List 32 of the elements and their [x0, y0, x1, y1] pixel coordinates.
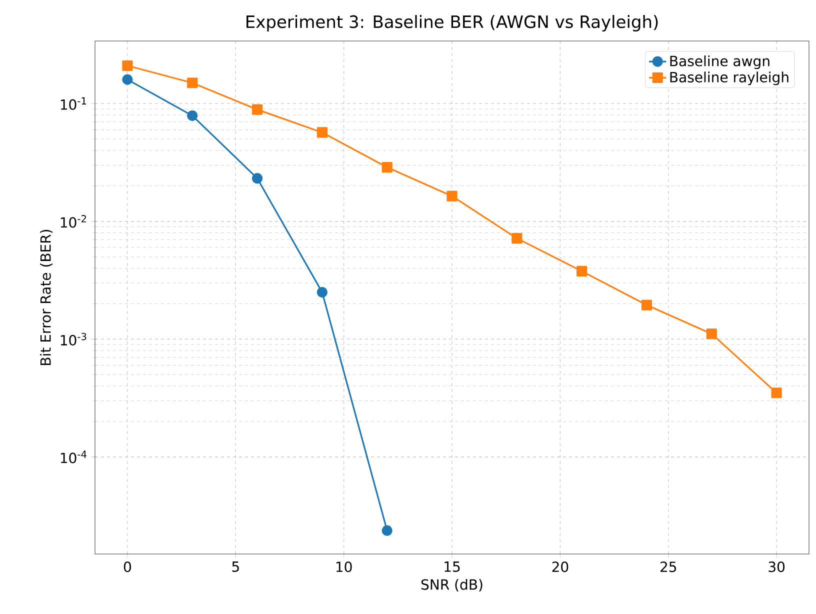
point [316, 287, 328, 298]
point [382, 162, 392, 173]
x-tick-label: 0 [124, 562, 131, 572]
x-tick-label: 10 [336, 562, 352, 572]
point [187, 78, 198, 88]
point [252, 104, 263, 115]
point [512, 233, 522, 244]
point [316, 127, 328, 138]
point [771, 388, 782, 398]
point [252, 173, 263, 184]
y-tick-label: 10$^{-2}$ [60, 215, 86, 228]
y-tick-label: 10$^{-3}$ [60, 332, 86, 346]
point [641, 300, 652, 310]
point [122, 74, 133, 85]
legend-label: Baseline awgn [670, 55, 770, 70]
point [576, 266, 588, 276]
point [706, 328, 717, 340]
chart-title: Experiment 3: Baseline BER (AWGN vs Rayleigh) [246, 15, 658, 32]
y-tick-label: 10$^{-1}$ [60, 97, 86, 110]
x-tick-label: 20 [552, 562, 568, 572]
y-axis-title: Bit Error Rate (BER) [40, 230, 53, 365]
x-tick-label: 5 [232, 562, 239, 572]
x-tick-label: 25 [660, 562, 676, 572]
y-tick-label: 10$^{-4}$ [60, 450, 86, 464]
x-tick-label: 30 [768, 562, 785, 572]
point [187, 110, 198, 121]
point [382, 525, 392, 536]
legend-label: Baseline rayleigh [670, 72, 788, 86]
point [122, 60, 133, 71]
point [446, 190, 458, 202]
x-axis-title: SNR (dB) [421, 579, 482, 592]
x-tick-label: 15 [444, 562, 460, 572]
